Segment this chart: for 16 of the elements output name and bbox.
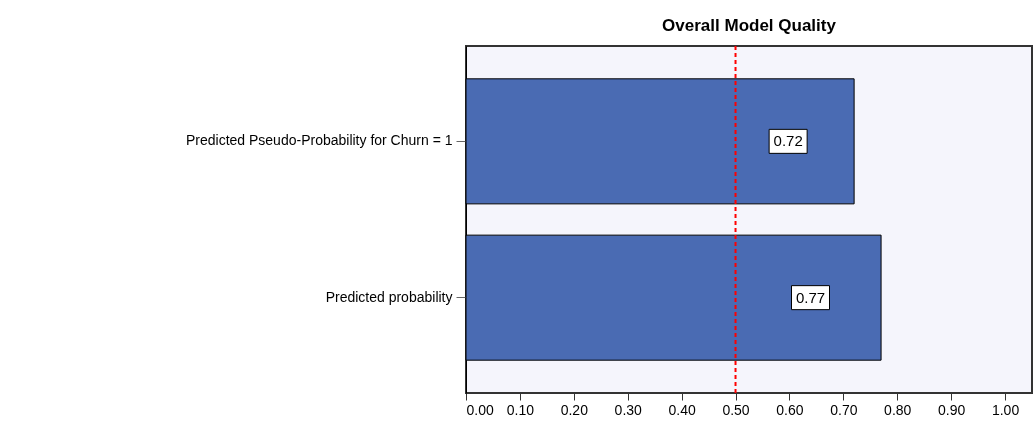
x-tick-label: 0.40 [668,401,696,418]
x-tick-label: 0.90 [938,401,966,418]
x-tick-label: 0.80 [884,401,912,418]
x-tick-label: 1.00 [991,401,1020,418]
data-label: 0.72 [773,132,803,150]
y-tick-label: Predicted Pseudo-Probability for Churn = 1 [185,132,453,149]
y-tick-label: Predicted probability [325,288,453,305]
x-tick-label: 0.70 [830,401,858,418]
x-tick-label: 0.60 [776,401,804,418]
x-tick-label: 0.50 [722,401,750,418]
x-tick-label: 0.30 [614,401,643,418]
data-label: 0.77 [795,288,826,306]
x-tick-label: 0.20 [560,401,589,418]
x-tick-label: 0.00 [466,401,494,418]
chart-title: Overall Model Quality [662,16,837,35]
x-tick-label: 0.10 [506,401,535,418]
